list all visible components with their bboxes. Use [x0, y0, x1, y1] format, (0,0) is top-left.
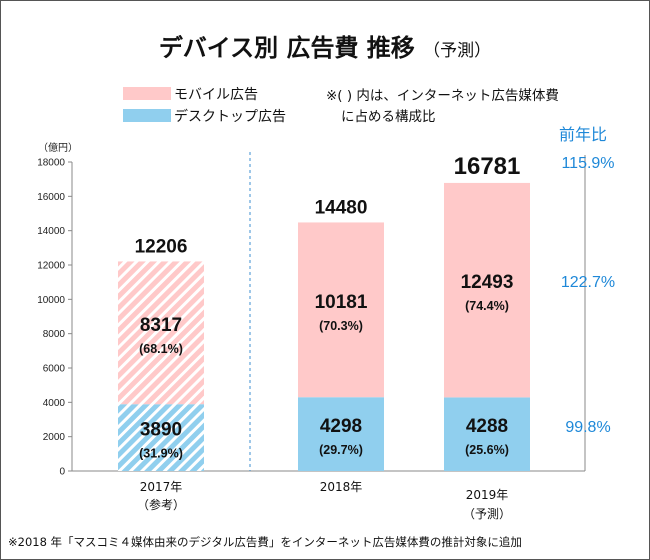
y-tick-label: 4000	[43, 398, 66, 409]
x-category-label: 2019年	[466, 488, 509, 502]
bar-desktop	[444, 397, 530, 471]
y-tick-label: 0	[59, 467, 65, 478]
yoy-desktop: 99.8%	[565, 419, 610, 436]
y-tick-label: 8000	[43, 329, 66, 340]
bar-share-label: (31.9%)	[139, 447, 183, 461]
bar-value-label: 3890	[140, 420, 182, 441]
bar-value-label: 12493	[461, 272, 514, 293]
bar-value-label: 10181	[315, 292, 368, 313]
y-axis-unit: （億円）	[38, 141, 78, 154]
y-tick-label: 12000	[37, 261, 65, 272]
bar-total-label: 14480	[315, 197, 368, 218]
y-tick-label: 6000	[43, 364, 66, 375]
bar-mobile	[444, 182, 530, 398]
y-tick-label: 16000	[37, 192, 65, 203]
bar-mobile	[118, 261, 204, 405]
y-tick-label: 14000	[37, 226, 65, 237]
legend-label-mobile: モバイル広告	[174, 87, 258, 103]
footnote: ※2018 年「マスコミ４媒体由来のデジタル広告費」をインターネット広告媒体費の…	[8, 535, 522, 549]
legend-swatch-desktop	[123, 109, 171, 122]
bar-share-label: (68.1%)	[139, 342, 183, 356]
bar-share-label: (74.4%)	[465, 299, 509, 313]
bar-desktop	[298, 397, 384, 471]
bar-desktop	[118, 404, 204, 471]
chart-title: デバイス別 広告費 推移 （予測）	[0, 28, 650, 63]
bar-value-label: 8317	[140, 315, 182, 336]
bar-total-label: 16781	[454, 153, 521, 180]
bar-mobile	[298, 222, 384, 398]
yoy-total: 115.9%	[561, 155, 614, 172]
yoy-mobile: 122.7%	[561, 274, 615, 291]
note-line-1: ※( ) 内は、インターネット広告媒体費	[326, 88, 559, 104]
x-category-label: 2017年	[140, 480, 183, 494]
bar-share-label: (29.7%)	[319, 443, 363, 457]
bar-total-label: 12206	[135, 236, 188, 257]
x-category-sub: （予測）	[463, 507, 511, 521]
x-category-label: 2018年	[320, 480, 363, 494]
legend-swatch-mobile	[123, 87, 171, 100]
title-main: デバイス別 広告費 推移	[158, 34, 415, 62]
title-sub: （予測）	[423, 41, 492, 61]
y-tick-label: 10000	[37, 295, 65, 306]
bar-share-label: (25.6%)	[465, 443, 509, 457]
bar-value-label: 4288	[466, 416, 508, 437]
legend-label-desktop: デスクトップ広告	[174, 109, 286, 125]
bar-share-label: (70.3%)	[319, 319, 363, 333]
yoy-header: 前年比	[559, 126, 607, 144]
y-tick-label: 2000	[43, 432, 66, 443]
x-category-sub: （参考）	[137, 497, 185, 512]
bar-value-label: 4298	[320, 416, 362, 437]
y-tick-label: 18000	[37, 158, 65, 169]
note-line-2: に占める構成比	[341, 109, 436, 125]
